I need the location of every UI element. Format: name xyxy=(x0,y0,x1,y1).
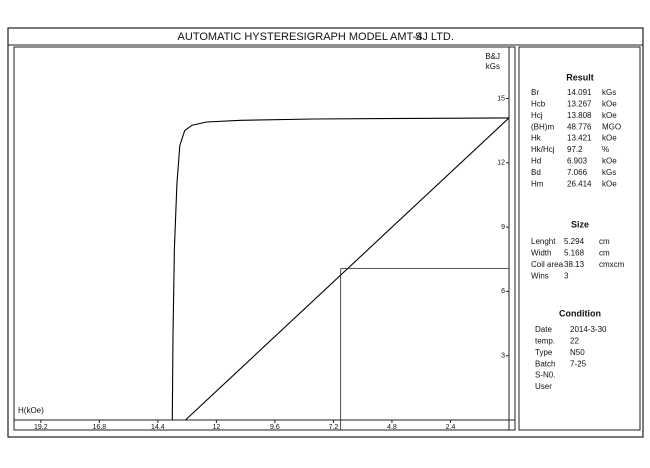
x-tick-label: 4.8 xyxy=(387,424,397,431)
row-label: (BH)m xyxy=(531,122,554,131)
row-value: 6.903 xyxy=(567,157,588,166)
row-value: 26.414 xyxy=(567,179,592,188)
row-unit: MGO xyxy=(602,122,621,131)
x-tick-label: 9.6 xyxy=(270,424,280,431)
row-unit: kGs xyxy=(602,88,616,97)
panel-frame xyxy=(518,46,641,431)
row-label: Wins xyxy=(531,271,549,280)
section-title: Condition xyxy=(559,308,601,318)
y-tick-label: 15 xyxy=(497,95,505,102)
row-label: Hd xyxy=(531,157,541,166)
row-label: Hk/Hcj xyxy=(531,145,555,154)
row-unit: cmxcm xyxy=(599,260,625,269)
row-value: 38.13 xyxy=(564,260,585,269)
row-value: 2014-3-30 xyxy=(570,325,607,334)
row-label: temp. xyxy=(535,337,555,346)
row-unit: kOe xyxy=(602,179,617,188)
row-label: Hcb xyxy=(531,100,546,109)
row-unit: kOe xyxy=(602,157,617,166)
row-value: 13.267 xyxy=(567,100,592,109)
row-label: Hk xyxy=(531,134,542,143)
row-value: 5.294 xyxy=(564,237,585,246)
row-value: 13.808 xyxy=(567,111,592,120)
row-value: N50 xyxy=(570,348,585,357)
y-tick-label: 6 xyxy=(501,288,505,295)
x-tick-label: 14.4 xyxy=(151,424,165,431)
y-label: B&J xyxy=(485,52,500,61)
row-value: 5.168 xyxy=(564,249,585,258)
row-label: Hm xyxy=(531,179,544,188)
x-tick-label: 7.2 xyxy=(329,424,339,431)
row-unit: kGs xyxy=(602,168,616,177)
row-label: Width xyxy=(531,249,551,258)
y-tick-label: 12 xyxy=(497,160,505,167)
curve xyxy=(185,117,510,421)
row-value: 13.421 xyxy=(567,134,592,143)
x-tick-label: 16.8 xyxy=(93,424,107,431)
x-tick-label: 19.2 xyxy=(34,424,48,431)
row-unit: kOe xyxy=(602,134,617,143)
row-unit: cm xyxy=(599,249,610,258)
row-label: Lenght xyxy=(531,237,556,246)
row-value: 3 xyxy=(564,271,569,280)
section-title: Result xyxy=(566,72,594,82)
x-tick-label: 2.4 xyxy=(446,424,456,431)
plot-frame xyxy=(13,46,516,431)
row-label: Bd xyxy=(531,168,541,177)
y-unit: kGs xyxy=(486,62,500,71)
x-tick-label: 12 xyxy=(212,424,220,431)
row-label: S-N0. xyxy=(535,371,555,380)
row-value: 97.2 xyxy=(567,145,583,154)
y-tick-label: 9 xyxy=(501,224,505,231)
curve xyxy=(171,117,510,421)
row-unit: cm xyxy=(599,237,610,246)
row-value: 14.091 xyxy=(567,88,592,97)
row-label: Br xyxy=(531,88,539,97)
maker: SJ LTD. xyxy=(415,31,454,43)
row-value: 7-25 xyxy=(570,359,587,368)
row-value: 7.066 xyxy=(567,168,588,177)
row-value: 22 xyxy=(570,337,579,346)
x-label: H(kOe) xyxy=(18,406,44,415)
row-label: Batch xyxy=(535,359,555,368)
row-label: Hcj xyxy=(531,111,543,120)
row-label: User xyxy=(535,382,552,391)
row-value: 48.776 xyxy=(567,122,592,131)
outer-frame xyxy=(7,27,644,438)
row-unit: % xyxy=(602,145,609,154)
row-label: Date xyxy=(535,325,552,334)
row-unit: kOe xyxy=(602,111,617,120)
section-title: Size xyxy=(571,219,589,229)
y-tick-label: 3 xyxy=(501,353,505,360)
row-unit: kOe xyxy=(602,100,617,109)
title: AUTOMATIC HYSTERESIGRAPH MODEL AMT-4 xyxy=(178,31,423,43)
row-label: Coil area xyxy=(531,260,564,269)
row-label: Type xyxy=(535,348,553,357)
